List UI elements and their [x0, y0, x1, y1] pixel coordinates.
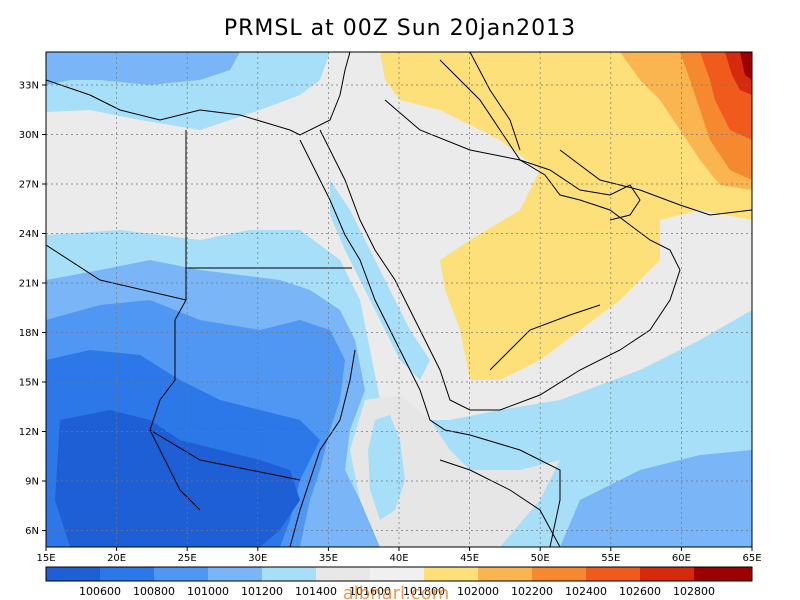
colorbar-swatch — [370, 567, 424, 581]
x-tick-label: 35E — [319, 553, 338, 564]
coastlines-borders — [46, 52, 752, 547]
y-tick-label: 18N — [19, 328, 39, 339]
colorbar-label: 102000 — [457, 585, 499, 598]
y-tick-label: 15N — [19, 378, 39, 389]
x-tick-label: 45E — [460, 553, 479, 564]
border-sudan-ethiopia — [289, 349, 356, 547]
colorbar-label: 101600 — [349, 585, 391, 598]
y-tick-label: 30N — [19, 130, 39, 141]
colorbar-frame — [45, 566, 753, 582]
contour-101400-redsea — [330, 180, 430, 380]
x-tick-label: 20E — [107, 553, 126, 564]
coastline-levant — [339, 52, 351, 96]
x-tick-label: 65E — [742, 553, 761, 564]
colorbar-swatch — [532, 567, 586, 581]
x-tick-label: 55E — [601, 553, 620, 564]
border-somalia — [439, 459, 561, 547]
chart-title: PRMSL at 00Z Sun 20jan2013 — [223, 16, 577, 41]
colorbar-swatch — [262, 567, 316, 581]
border-chad-sudan — [149, 299, 201, 511]
y-tick-label: 27N — [19, 180, 39, 191]
y-tick-label: 6N — [25, 526, 39, 537]
x-tick-label: 15E — [36, 553, 55, 564]
border-iraq-iran — [469, 52, 521, 151]
colorbar-label: 101000 — [187, 585, 229, 598]
border-yemen-saudi — [489, 304, 601, 371]
coastline-north-africa — [46, 79, 341, 136]
watermark-text: albnarl.com — [343, 583, 449, 600]
border-libya-chad — [46, 244, 187, 301]
contour-101200-southeast — [560, 450, 752, 547]
colorbar-swatch — [694, 567, 752, 581]
colorbar-label: 102600 — [619, 585, 661, 598]
x-tick-label: 30E — [248, 553, 267, 564]
colorbar-labels: 100600 100800 101000 101200 101400 10160… — [79, 585, 715, 598]
y-tick-label: 9N — [25, 477, 39, 488]
border-south-sudan — [149, 429, 301, 481]
tick-marks — [42, 84, 753, 551]
border-saudi-jordan — [384, 99, 521, 161]
y-tick-label: 12N — [19, 427, 39, 438]
coastline-red-sea-west — [299, 139, 561, 547]
colorbar-swatch — [424, 567, 478, 581]
x-tick-label: 60E — [672, 553, 691, 564]
x-axis-labels: 15E 20E 25E 30E 35E 40E 45E 50E 55E 60E … — [36, 553, 761, 564]
y-tick-label: 33N — [19, 81, 39, 92]
colorbar-label: 101400 — [295, 585, 337, 598]
colorbar-swatch — [100, 567, 154, 581]
coastline-iran — [559, 149, 752, 216]
y-axis-labels: 6N 9N 12N 15N 18N 21N 24N 27N 30N 33N — [19, 81, 39, 538]
contour-101600-horn — [350, 395, 560, 547]
colorbar-swatch — [640, 567, 694, 581]
y-tick-label: 24N — [19, 229, 39, 240]
colorbar-label: 100600 — [79, 585, 121, 598]
colorbar-label: 102200 — [511, 585, 553, 598]
coastline-gulf — [519, 159, 641, 221]
x-tick-label: 50E — [531, 553, 550, 564]
colorbar-swatch — [154, 567, 208, 581]
colorbar-label: 101200 — [241, 585, 283, 598]
coastline-red-sea-east — [319, 59, 681, 411]
colorbar — [45, 566, 753, 582]
contour-max-iran — [740, 52, 752, 80]
colorbar-swatch — [208, 567, 262, 581]
contour-101400-horn-inner — [368, 415, 405, 520]
x-tick-label: 40E — [389, 553, 408, 564]
colorbar-swatch — [316, 567, 370, 581]
colorbar-swatch — [478, 567, 532, 581]
colorbar-label: 101800 — [403, 585, 445, 598]
pressure-field — [46, 52, 752, 547]
colorbar-swatch — [46, 567, 100, 581]
y-tick-label: 21N — [19, 279, 39, 290]
colorbar-label: 100800 — [133, 585, 175, 598]
contour-101200-northwest — [46, 52, 240, 85]
contour-102000-arabia — [380, 52, 752, 380]
colorbar-swatch — [586, 567, 640, 581]
x-tick-label: 25E — [178, 553, 197, 564]
colorbar-label: 102400 — [565, 585, 607, 598]
colorbar-label: 102800 — [673, 585, 715, 598]
